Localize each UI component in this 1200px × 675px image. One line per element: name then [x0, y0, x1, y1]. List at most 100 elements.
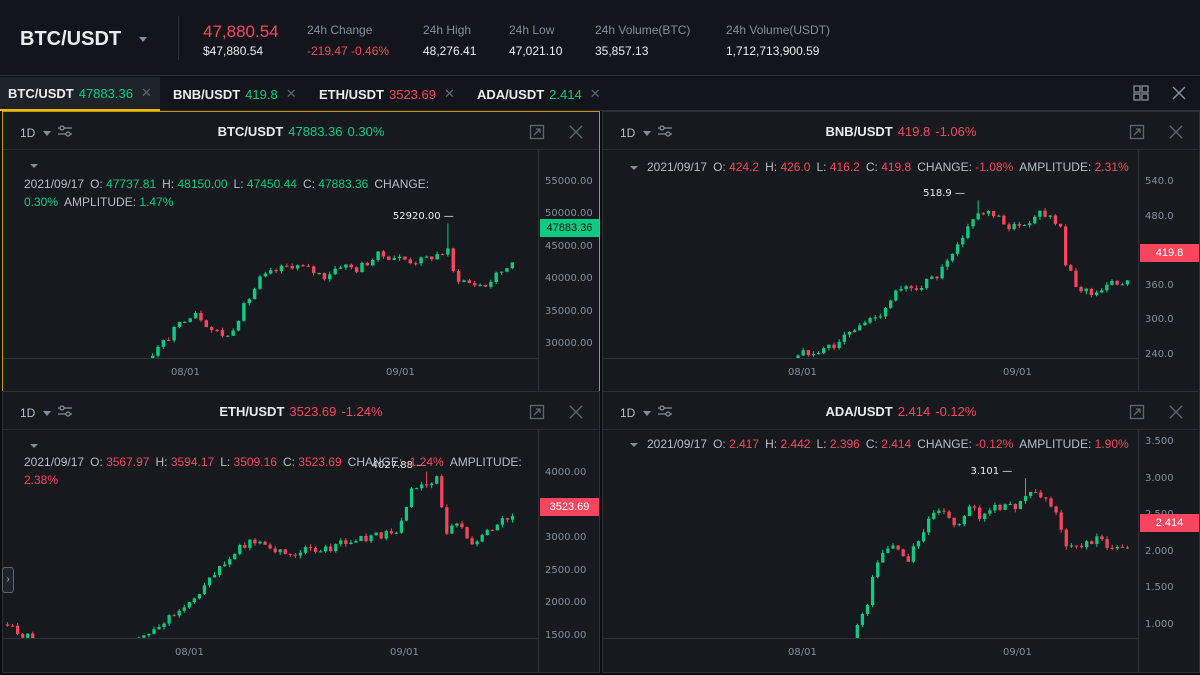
candlestick-plot[interactable]	[3, 430, 538, 638]
candle	[333, 265, 337, 276]
candle	[374, 532, 378, 536]
candle	[935, 276, 939, 281]
candle	[236, 320, 241, 332]
x-tick-label: 09/01	[1003, 647, 1032, 658]
candle	[258, 540, 262, 545]
chevron-down-icon[interactable]	[630, 166, 638, 170]
close-icon[interactable]	[1168, 404, 1184, 420]
candle	[986, 210, 991, 217]
candle	[172, 325, 176, 343]
ohlc-value: 1.47%	[139, 195, 174, 209]
chevron-down-icon[interactable]	[30, 444, 38, 448]
tab-ada-usdt[interactable]: ADA/USDT 2.414 ✕	[469, 77, 609, 111]
candle	[955, 242, 960, 257]
interval-selector[interactable]: 1D	[620, 126, 636, 140]
stat-value: 35,857.13	[595, 44, 649, 58]
candle	[389, 528, 393, 535]
ohlc-value: 47883.36	[318, 177, 369, 191]
candle	[376, 251, 380, 262]
candle	[177, 609, 181, 618]
candle	[430, 482, 434, 489]
settings-sliders-icon[interactable]	[58, 125, 72, 137]
close-icon[interactable]: ✕	[444, 86, 455, 101]
candle	[899, 285, 903, 292]
ohlc-value: 3594.17	[170, 455, 215, 469]
y-tick-label: 360.0	[1145, 279, 1174, 291]
close-icon[interactable]: ✕	[589, 86, 601, 101]
settings-sliders-icon[interactable]	[658, 405, 672, 417]
chevron-down-icon[interactable]	[643, 131, 651, 136]
pair-selector[interactable]: BTC/USDT	[20, 28, 148, 51]
candle	[31, 631, 35, 638]
close-icon[interactable]	[1168, 124, 1184, 140]
candle	[279, 264, 284, 274]
ohlc-value: 2.414	[881, 437, 912, 451]
interval-selector[interactable]: 1D	[20, 126, 36, 140]
ohlc-label: O:	[90, 455, 107, 469]
stat-label: 24h Volume(BTC)	[595, 23, 691, 37]
candle	[220, 327, 225, 338]
close-icon[interactable]	[1170, 84, 1188, 102]
candle	[349, 539, 353, 545]
candle	[397, 254, 402, 261]
ohlc-label: C:	[865, 437, 882, 451]
candle	[822, 346, 826, 355]
expand-window-icon[interactable]	[1129, 124, 1145, 140]
stat-label: 24h Volume(USDT)	[726, 23, 831, 37]
chevron-down-icon[interactable]	[43, 411, 51, 416]
candlestick-plot[interactable]	[603, 430, 1138, 638]
high-marker-label: 52920.00 —	[392, 211, 454, 223]
ohlc-label: L:	[233, 177, 247, 191]
candle	[1115, 545, 1119, 551]
chevron-down-icon[interactable]	[43, 131, 51, 136]
y-tick-label: 2000.00	[545, 597, 587, 608]
ohlc-value: 1.90%	[1094, 437, 1129, 451]
candle	[991, 210, 996, 218]
candlestick-plot[interactable]	[3, 150, 538, 358]
ohlc-label: H:	[155, 455, 171, 469]
candle	[328, 271, 332, 282]
ohlc-value: 2.442	[780, 437, 811, 451]
close-icon[interactable]	[568, 124, 584, 140]
interval-selector[interactable]: 1D	[620, 406, 636, 420]
chevron-down-icon[interactable]	[630, 443, 638, 447]
close-icon[interactable]: ✕	[140, 85, 152, 100]
tab-eth-usdt[interactable]: ETH/USDT 3523.69 ✕	[311, 77, 463, 111]
expand-window-icon[interactable]	[529, 404, 545, 420]
y-tick-label: 30000.00	[545, 338, 593, 349]
chevron-down-icon[interactable]	[643, 411, 651, 416]
grid-layout-icon[interactable]	[1133, 85, 1149, 101]
candle	[870, 574, 875, 608]
chart-panel-btc[interactable]: 1D BTC/USDT 47883.36 0.30% 55000.00 50000.00 4…	[2, 111, 600, 393]
chevron-down-icon[interactable]	[30, 164, 38, 168]
candle	[1064, 528, 1068, 550]
candle	[285, 263, 289, 268]
close-icon[interactable]	[568, 404, 584, 420]
panel-pair: BTC/USDT	[217, 124, 284, 139]
panel-price: 2.414	[897, 404, 931, 419]
tab-bnb-usdt[interactable]: BNB/USDT 419.8 ✕	[165, 77, 305, 111]
expand-window-icon[interactable]	[1129, 404, 1145, 420]
side-panel-toggle[interactable]: ›	[2, 567, 14, 593]
y-axis	[538, 430, 539, 672]
y-tick-label: 1.000	[1145, 618, 1174, 630]
panel-change: -0.12%	[935, 404, 977, 419]
candle	[311, 265, 316, 276]
close-icon[interactable]: ✕	[285, 86, 297, 101]
chart-panel-bnb[interactable]: 1DBNB/USDT419.8-1.06%540.0480.0420.0360.…	[602, 111, 1200, 393]
candle	[1044, 496, 1048, 502]
chart-panel-ada[interactable]: 1DADA/USDT2.414-0.12%3.5003.0002.5002.00…	[602, 391, 1200, 673]
settings-sliders-icon[interactable]	[58, 405, 72, 417]
settings-sliders-icon[interactable]	[658, 125, 672, 137]
candle	[430, 256, 434, 262]
interval-selector[interactable]: 1D	[20, 406, 36, 420]
candle	[414, 487, 419, 490]
candle	[456, 269, 461, 285]
stat-24h-high: 24h High 48,276.41	[423, 23, 476, 58]
candlestick-plot[interactable]	[603, 150, 1138, 358]
expand-window-icon[interactable]	[529, 124, 545, 140]
candle	[142, 635, 146, 638]
chart-panel-eth[interactable]: 1DETH/USDT3523.69-1.24%4000.003500.00300…	[2, 391, 600, 673]
candle	[993, 502, 997, 514]
tab-btc-usdt[interactable]: BTC/USDT 47883.36 ✕	[0, 77, 160, 111]
